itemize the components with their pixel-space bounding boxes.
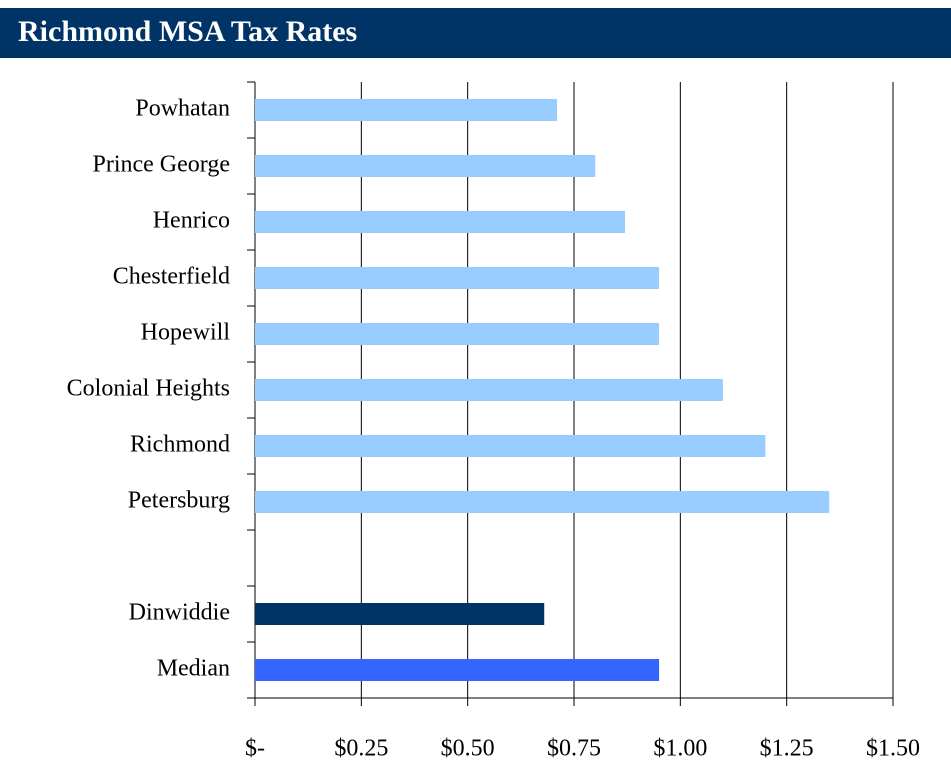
bar (255, 267, 660, 289)
x-tick-label: $0.75 (547, 736, 601, 762)
bar (255, 659, 660, 681)
bar (255, 379, 723, 401)
bar (255, 323, 660, 345)
bar (255, 491, 830, 513)
y-tick-label: Powhatan (135, 96, 230, 122)
y-tick-label: Henrico (153, 208, 230, 234)
y-tick-label: Prince George (92, 152, 230, 178)
chart-title: Richmond MSA Tax Rates (18, 15, 357, 48)
y-tick-label: Petersburg (128, 488, 230, 514)
bar (255, 211, 626, 233)
title-banner (0, 8, 951, 58)
y-tick-label: Median (157, 656, 230, 682)
bar (255, 603, 545, 625)
x-tick-label: $1.25 (760, 736, 814, 762)
x-tick-label: $- (245, 736, 265, 762)
bar (255, 435, 766, 457)
x-tick-label: $1.00 (653, 736, 707, 762)
x-tick-label: $0.25 (334, 736, 388, 762)
y-tick-label: Colonial Heights (67, 376, 230, 402)
bar (255, 155, 596, 177)
y-tick-label: Dinwiddie (129, 600, 230, 626)
y-tick-label: Richmond (130, 432, 230, 458)
y-tick-label: Hopewill (141, 320, 231, 346)
y-tick-label: Chesterfield (113, 264, 230, 290)
x-tick-label: $0.50 (441, 736, 495, 762)
x-tick-label: $1.50 (866, 736, 920, 762)
bar (255, 99, 557, 121)
